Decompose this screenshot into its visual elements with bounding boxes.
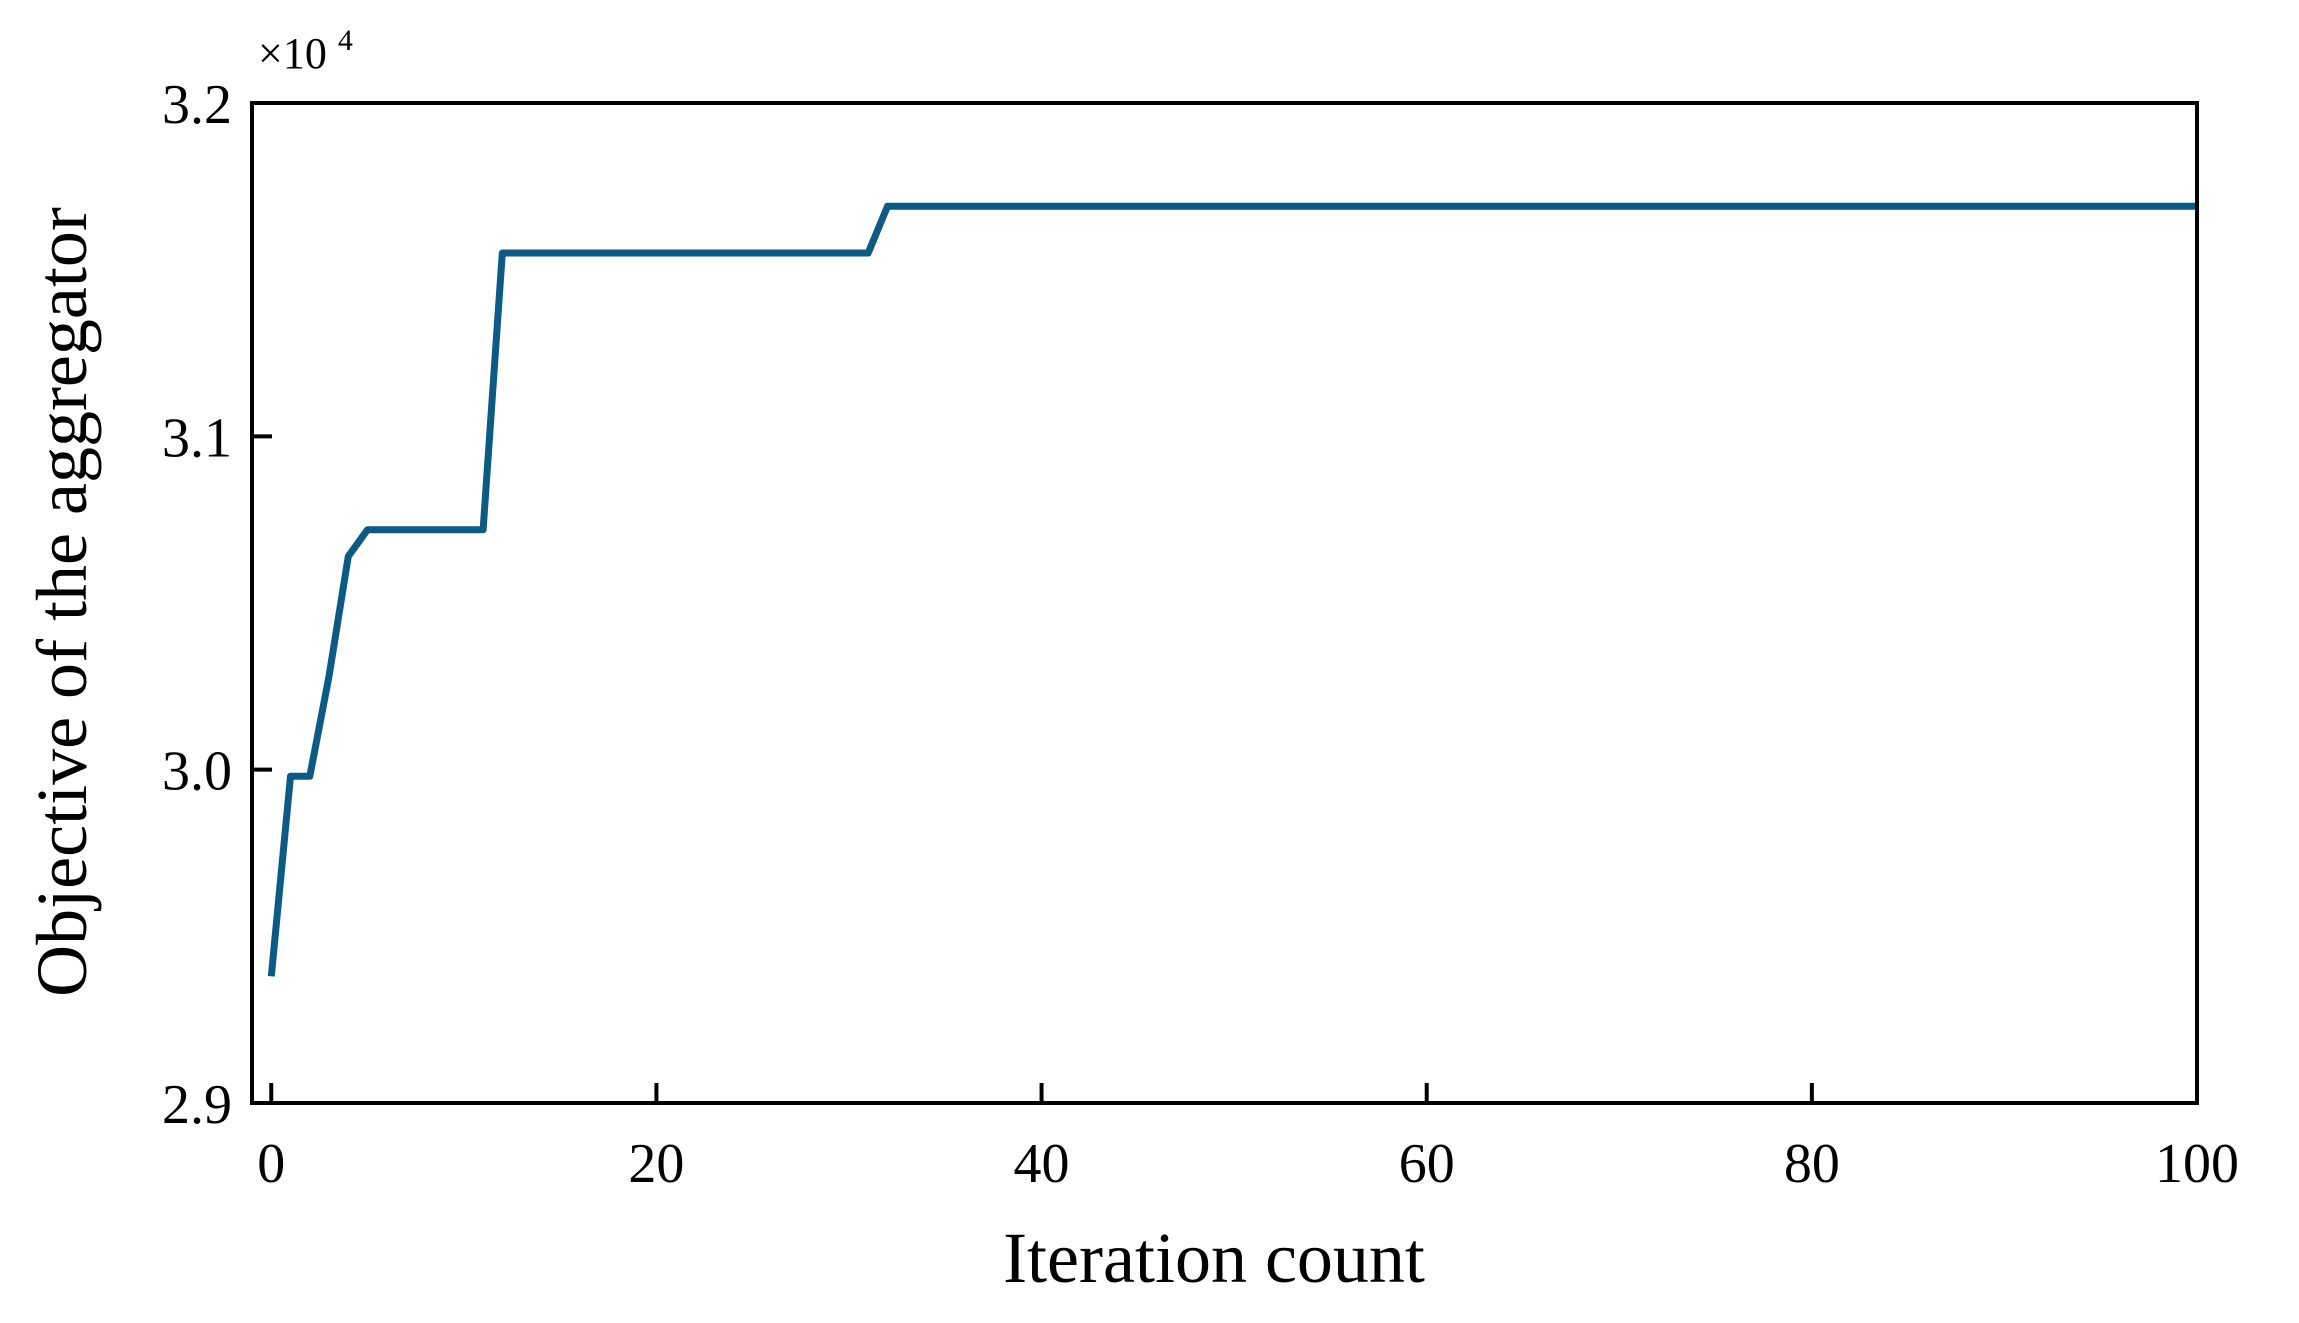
y-tick-label: 2.9 <box>162 1074 232 1136</box>
plot-frame <box>250 101 2199 1105</box>
x-tick-label: 100 <box>2155 1133 2239 1195</box>
x-tick-label: 0 <box>257 1133 285 1195</box>
y-multiplier-base: ×10 <box>258 29 327 78</box>
x-tick-label: 80 <box>1784 1133 1840 1195</box>
y-axis-multiplier: ×10 4 <box>258 24 353 78</box>
axes: 0 20 40 60 80 100 2.9 3.0 3.1 3.2 <box>162 74 2239 1195</box>
y-tick-label: 3.1 <box>162 407 232 469</box>
x-axis-label: Iteration count <box>1003 1218 1425 1298</box>
series-line-1 <box>267 202 2197 977</box>
y-multiplier-exponent: 4 <box>338 24 353 57</box>
x-tick-label: 20 <box>628 1133 684 1195</box>
x-tick-label: 40 <box>1014 1133 1070 1195</box>
x-tick-label: 60 <box>1399 1133 1455 1195</box>
y-tick-label: 3.2 <box>162 74 232 136</box>
y-axis-label: Objective of the aggregator <box>22 207 102 997</box>
y-tick-label: 3.0 <box>162 741 232 803</box>
plot-area <box>267 202 2197 977</box>
